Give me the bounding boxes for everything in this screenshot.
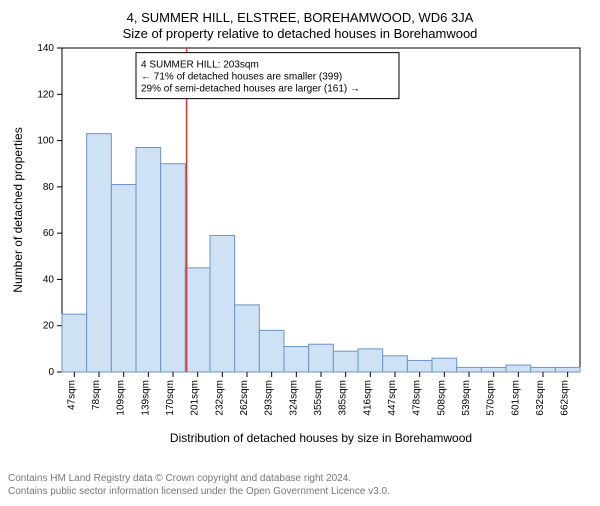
histogram-bar	[185, 268, 210, 372]
x-tick-label: 416sqm	[362, 380, 373, 416]
histogram-bar	[457, 367, 482, 372]
x-tick-label: 324sqm	[288, 380, 299, 416]
x-tick-label: 662sqm	[560, 380, 571, 416]
y-tick-label: 20	[43, 321, 55, 332]
x-tick-label: 47sqm	[66, 380, 77, 410]
histogram-bar	[481, 367, 506, 372]
footer-attribution: Contains HM Land Registry data © Crown c…	[8, 472, 592, 498]
histogram-bar	[432, 358, 457, 372]
histogram-bar	[555, 367, 580, 372]
footer-line-1: Contains HM Land Registry data © Crown c…	[8, 472, 592, 485]
annotation-line: 29% of semi-detached houses are larger (…	[141, 84, 360, 95]
histogram-bar	[259, 330, 284, 372]
histogram-bar	[62, 314, 87, 372]
x-tick-label: 109sqm	[116, 380, 127, 416]
histogram-bar	[161, 164, 186, 372]
histogram-bar	[111, 185, 136, 372]
chart-title-2: Size of property relative to detached ho…	[123, 26, 478, 41]
x-axis-label: Distribution of detached houses by size …	[170, 431, 472, 445]
x-tick-label: 355sqm	[313, 380, 324, 416]
histogram-bar	[136, 148, 161, 372]
y-tick-label: 40	[43, 274, 55, 285]
annotation-box: 4 SUMMER HILL: 203sqm← 71% of detached h…	[136, 53, 399, 99]
x-tick-label: 632sqm	[535, 380, 546, 416]
annotation-line: ← 71% of detached houses are smaller (39…	[141, 72, 342, 83]
histogram-bar	[383, 356, 408, 372]
x-tick-label: 201sqm	[190, 380, 201, 416]
footer-line-2: Contains public sector information licen…	[8, 485, 592, 498]
chart-svg: 4, SUMMER HILL, ELSTREE, BOREHAMWOOD, WD…	[8, 8, 592, 448]
y-tick-label: 60	[43, 228, 55, 239]
x-tick-label: 232sqm	[214, 380, 225, 416]
property-size-histogram: 4, SUMMER HILL, ELSTREE, BOREHAMWOOD, WD…	[8, 8, 592, 468]
y-tick-label: 140	[37, 43, 54, 54]
histogram-bar	[358, 349, 383, 372]
histogram-bar	[407, 360, 432, 372]
chart-title-1: 4, SUMMER HILL, ELSTREE, BOREHAMWOOD, WD…	[127, 10, 474, 25]
y-axis-label: Number of detached properties	[11, 127, 25, 292]
x-tick-label: 385sqm	[338, 380, 349, 416]
histogram-bar	[531, 367, 556, 372]
histogram-bar	[87, 134, 112, 372]
x-tick-label: 601sqm	[510, 380, 521, 416]
x-tick-label: 539sqm	[461, 380, 472, 416]
histogram-bar	[309, 344, 334, 372]
x-tick-label: 139sqm	[140, 380, 151, 416]
x-tick-label: 570sqm	[486, 380, 497, 416]
x-tick-label: 293sqm	[264, 380, 275, 416]
y-tick-label: 0	[48, 367, 54, 378]
x-tick-label: 447sqm	[387, 380, 398, 416]
y-tick-label: 120	[37, 89, 54, 100]
histogram-bar	[210, 235, 235, 372]
x-tick-label: 78sqm	[91, 380, 102, 410]
x-tick-label: 478sqm	[412, 380, 423, 416]
annotation-line: 4 SUMMER HILL: 203sqm	[141, 60, 259, 71]
x-tick-label: 508sqm	[436, 380, 447, 416]
histogram-bar	[284, 347, 309, 372]
histogram-bar	[506, 365, 531, 372]
histogram-bar	[333, 351, 358, 372]
histogram-bar	[235, 305, 260, 372]
y-tick-label: 100	[37, 136, 54, 147]
x-tick-label: 262sqm	[239, 380, 250, 416]
y-tick-label: 80	[43, 182, 55, 193]
x-tick-label: 170sqm	[165, 380, 176, 416]
